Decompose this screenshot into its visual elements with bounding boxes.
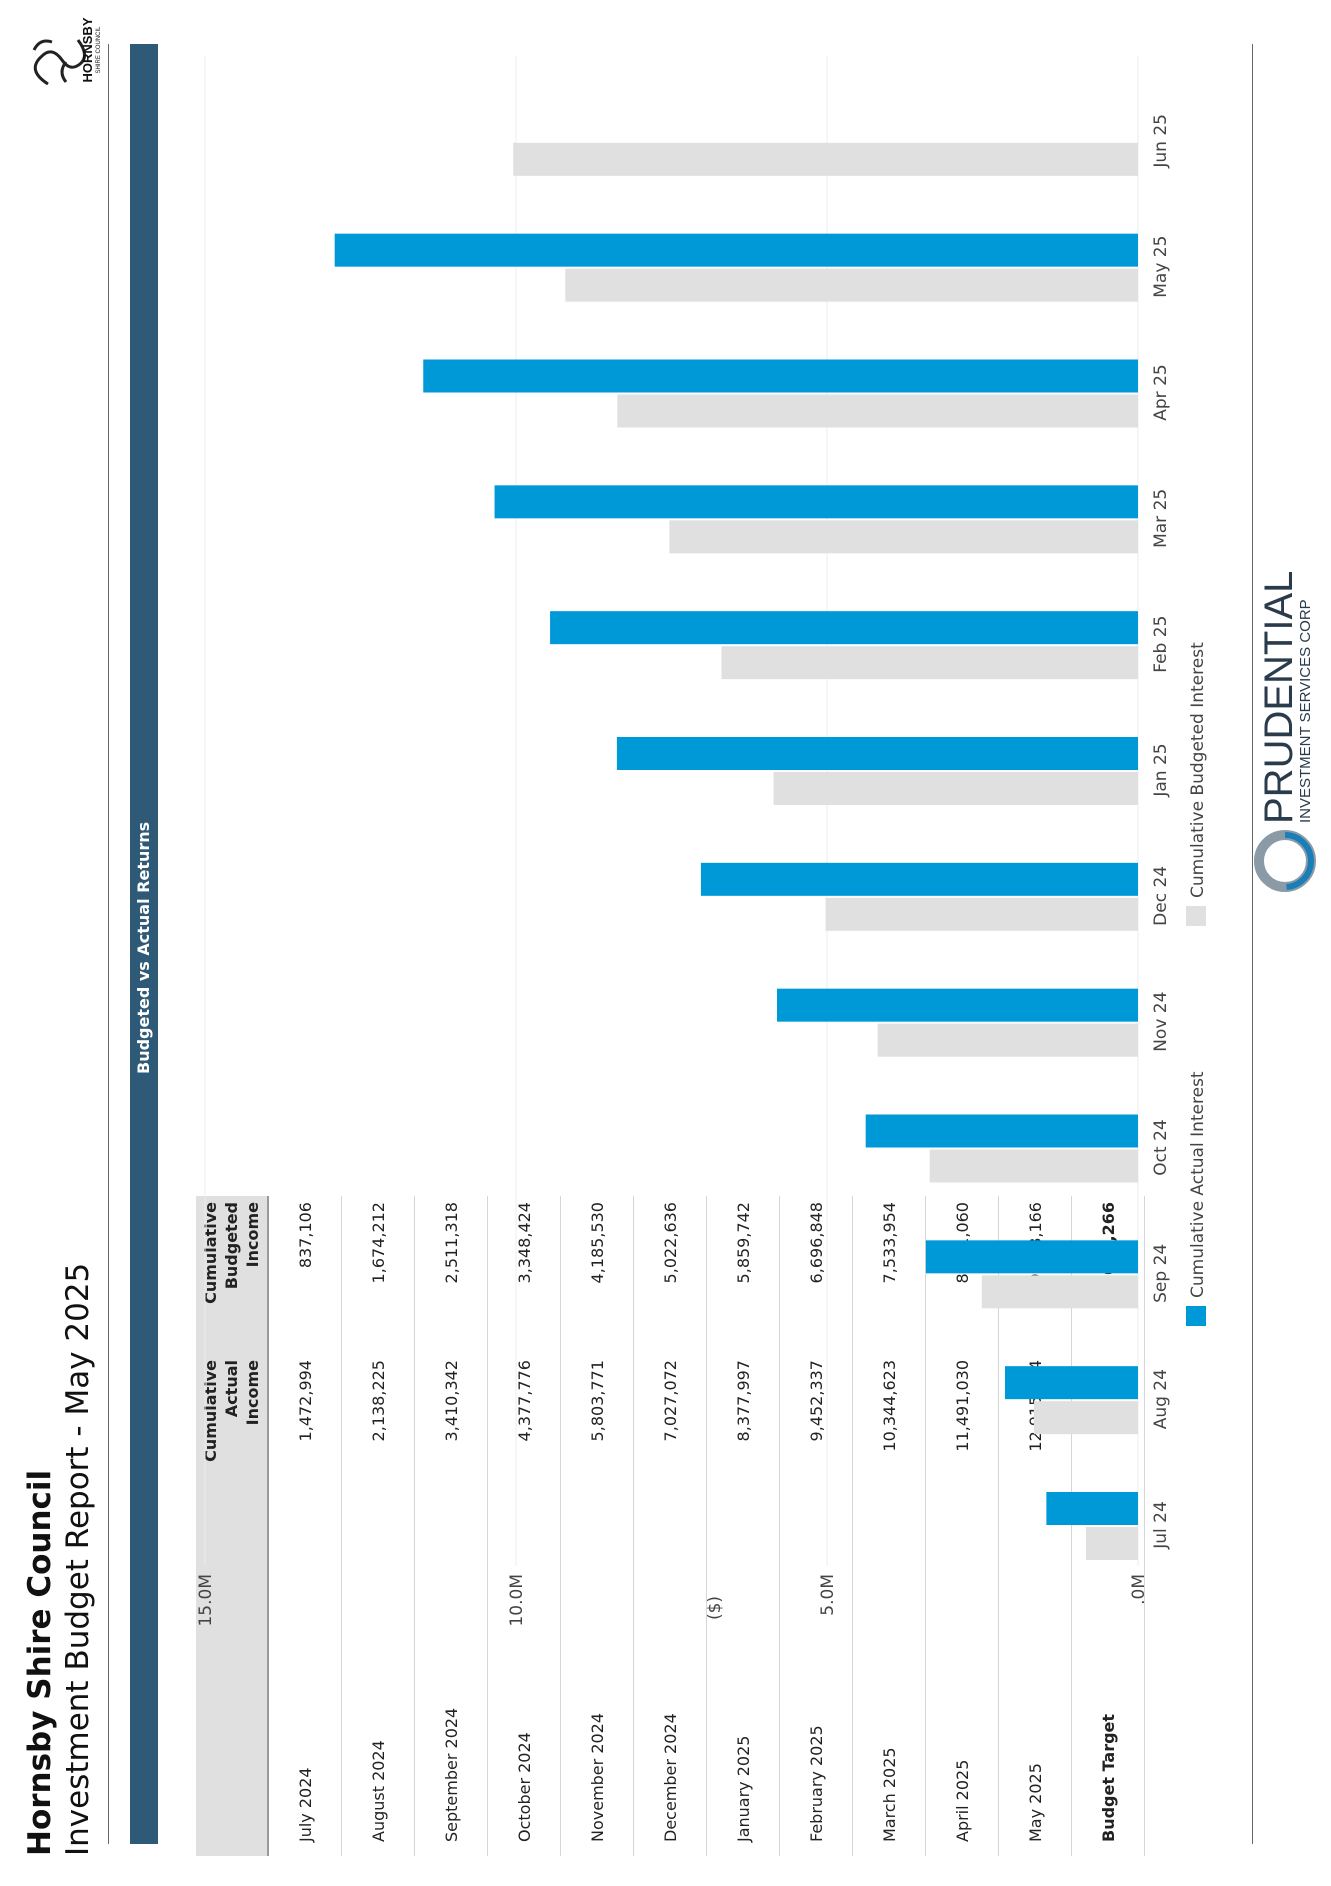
prudential-ring-icon [1254, 830, 1316, 892]
x-tick-label: Feb 25 [1151, 616, 1171, 673]
legend-label: Cumulative Budgeted Interest [1188, 642, 1208, 898]
budgeted-bar [513, 142, 1138, 176]
x-tick-label: Oct 24 [1151, 1119, 1171, 1175]
legend-label: Cumulative Actual Interest [1188, 1071, 1208, 1298]
prudential-logo-text: PRUDENTIAL [1257, 571, 1301, 824]
y-tick-label: .0M [1129, 1574, 1149, 1605]
x-tick-label: Mar 25 [1151, 489, 1171, 548]
x-tick-label: Nov 24 [1151, 992, 1171, 1052]
budgeted-bar [1033, 1401, 1138, 1435]
actual-bar [616, 737, 1138, 770]
actual-bar [1005, 1366, 1138, 1400]
hornsby-emblem-icon [32, 39, 86, 86]
budgeted-bar [773, 772, 1138, 805]
x-tick-label: Dec 24 [1151, 866, 1171, 926]
actual-bar [925, 1240, 1138, 1274]
x-tick-label: Aug 24 [1151, 1369, 1171, 1429]
x-tick-label: Sep 24 [1151, 1244, 1171, 1303]
actual-bar [550, 611, 1138, 645]
legend-swatch [1186, 906, 1206, 926]
actual-bar [1046, 1492, 1138, 1525]
actual-bar [423, 359, 1138, 393]
y-tick-label: 5.0M [818, 1574, 838, 1616]
budgeted-bar [825, 897, 1138, 931]
y-tick-label: 15.0M [196, 1574, 216, 1627]
x-tick-label: Jan 25 [1151, 743, 1171, 797]
hornsby-logo-subtext: SHIRE COUNCIL [96, 26, 102, 74]
prudential-logo-subtext: INVESTMENT SERVICES CORP [1297, 599, 1314, 823]
budgeted-bar [1085, 1527, 1138, 1560]
budgeted-bar [929, 1149, 1138, 1183]
budgeted-bar [877, 1023, 1138, 1057]
x-tick-label: Jun 25 [1151, 114, 1171, 169]
actual-bar [700, 862, 1139, 896]
x-tick-label: Jul 24 [1151, 1501, 1171, 1550]
actual-bar [865, 1114, 1138, 1148]
actual-bar [494, 485, 1138, 519]
budgeted-bar [721, 646, 1138, 680]
x-tick-label: May 25 [1151, 236, 1171, 298]
y-tick-label: 10.0M [507, 1574, 527, 1627]
budgeted-bar [565, 268, 1138, 302]
budgeted-bar [669, 520, 1138, 554]
hornsby-logo-text: HORNSBY [80, 17, 95, 82]
actual-bar [777, 988, 1138, 1022]
hornsby-logo: HORNSBY SHIRE COUNCIL [32, 17, 102, 86]
x-tick-label: Apr 25 [1151, 364, 1171, 420]
budgeted-bar [981, 1275, 1138, 1309]
budgeted-bar [617, 394, 1138, 428]
legend-swatch [1186, 1306, 1206, 1326]
prudential-logo: PRUDENTIAL INVESTMENT SERVICES CORP [1254, 571, 1316, 892]
y-axis-label: ($) [705, 1596, 725, 1620]
actual-bar [334, 233, 1139, 267]
